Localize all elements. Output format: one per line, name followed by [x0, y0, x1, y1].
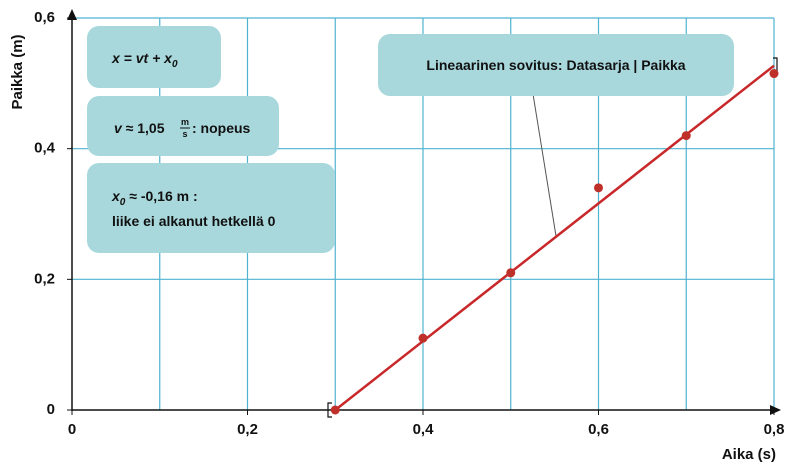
annotation-box: [87, 26, 221, 88]
annotation: v ≈ 1,05: [114, 120, 165, 136]
data-point: [769, 69, 779, 79]
y-tick-label: 0,2: [34, 270, 55, 287]
x-axis-label: Aika (s): [722, 446, 776, 463]
fit-line: [334, 64, 775, 411]
callout-line: [532, 93, 557, 237]
data-point: [506, 268, 516, 278]
y-axis-label: Paikka (m): [9, 34, 26, 109]
annotation: : nopeus: [192, 120, 251, 136]
data-point: [330, 405, 340, 415]
data-point: [681, 131, 691, 141]
y-tick-label: 0,6: [34, 9, 55, 26]
annotation-box: [87, 163, 335, 253]
annotation: x = vt + x0: [111, 50, 178, 70]
x-tick-label: 0: [68, 421, 76, 438]
x-axis-arrow: [770, 405, 781, 415]
x-tick-label: 0,4: [413, 421, 435, 438]
annotation-unit: m: [181, 117, 189, 127]
x-tick-label: 0,6: [588, 421, 609, 438]
annotation: Lineaarinen sovitus: Datasarja | Paikka: [426, 57, 685, 73]
y-tick-label: 0,4: [34, 140, 56, 157]
x-tick-label: 0,2: [237, 421, 258, 438]
annotation-unit: s: [182, 129, 187, 139]
annotation-box: [87, 96, 279, 156]
range-bracket: [327, 402, 332, 418]
x-tick-label: 0,8: [764, 421, 785, 438]
data-point: [594, 183, 603, 193]
annotation: liike ei alkanut hetkellä 0: [112, 213, 276, 229]
annotation-box: [378, 34, 734, 96]
y-tick-label: 0: [47, 401, 55, 418]
annotation: x0 ≈ -0,16 m :: [111, 188, 198, 208]
data-point: [418, 333, 428, 343]
y-axis-arrow: [67, 9, 77, 20]
